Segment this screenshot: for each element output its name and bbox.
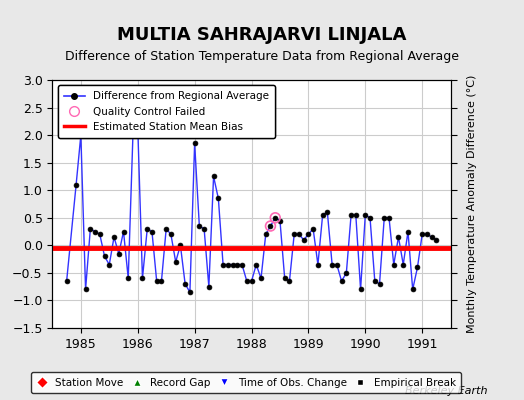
Point xyxy=(266,223,275,229)
Legend: Station Move, Record Gap, Time of Obs. Change, Empirical Break: Station Move, Record Gap, Time of Obs. C… xyxy=(31,372,461,393)
Y-axis label: Monthly Temperature Anomaly Difference (°C): Monthly Temperature Anomaly Difference (… xyxy=(466,75,477,333)
Legend: Difference from Regional Average, Quality Control Failed, Estimated Station Mean: Difference from Regional Average, Qualit… xyxy=(58,85,275,138)
Text: Berkeley Earth: Berkeley Earth xyxy=(405,386,487,396)
Text: Difference of Station Temperature Data from Regional Average: Difference of Station Temperature Data f… xyxy=(65,50,459,63)
Point xyxy=(271,214,279,221)
Text: MULTIA SAHRAJARVI LINJALA: MULTIA SAHRAJARVI LINJALA xyxy=(117,26,407,44)
